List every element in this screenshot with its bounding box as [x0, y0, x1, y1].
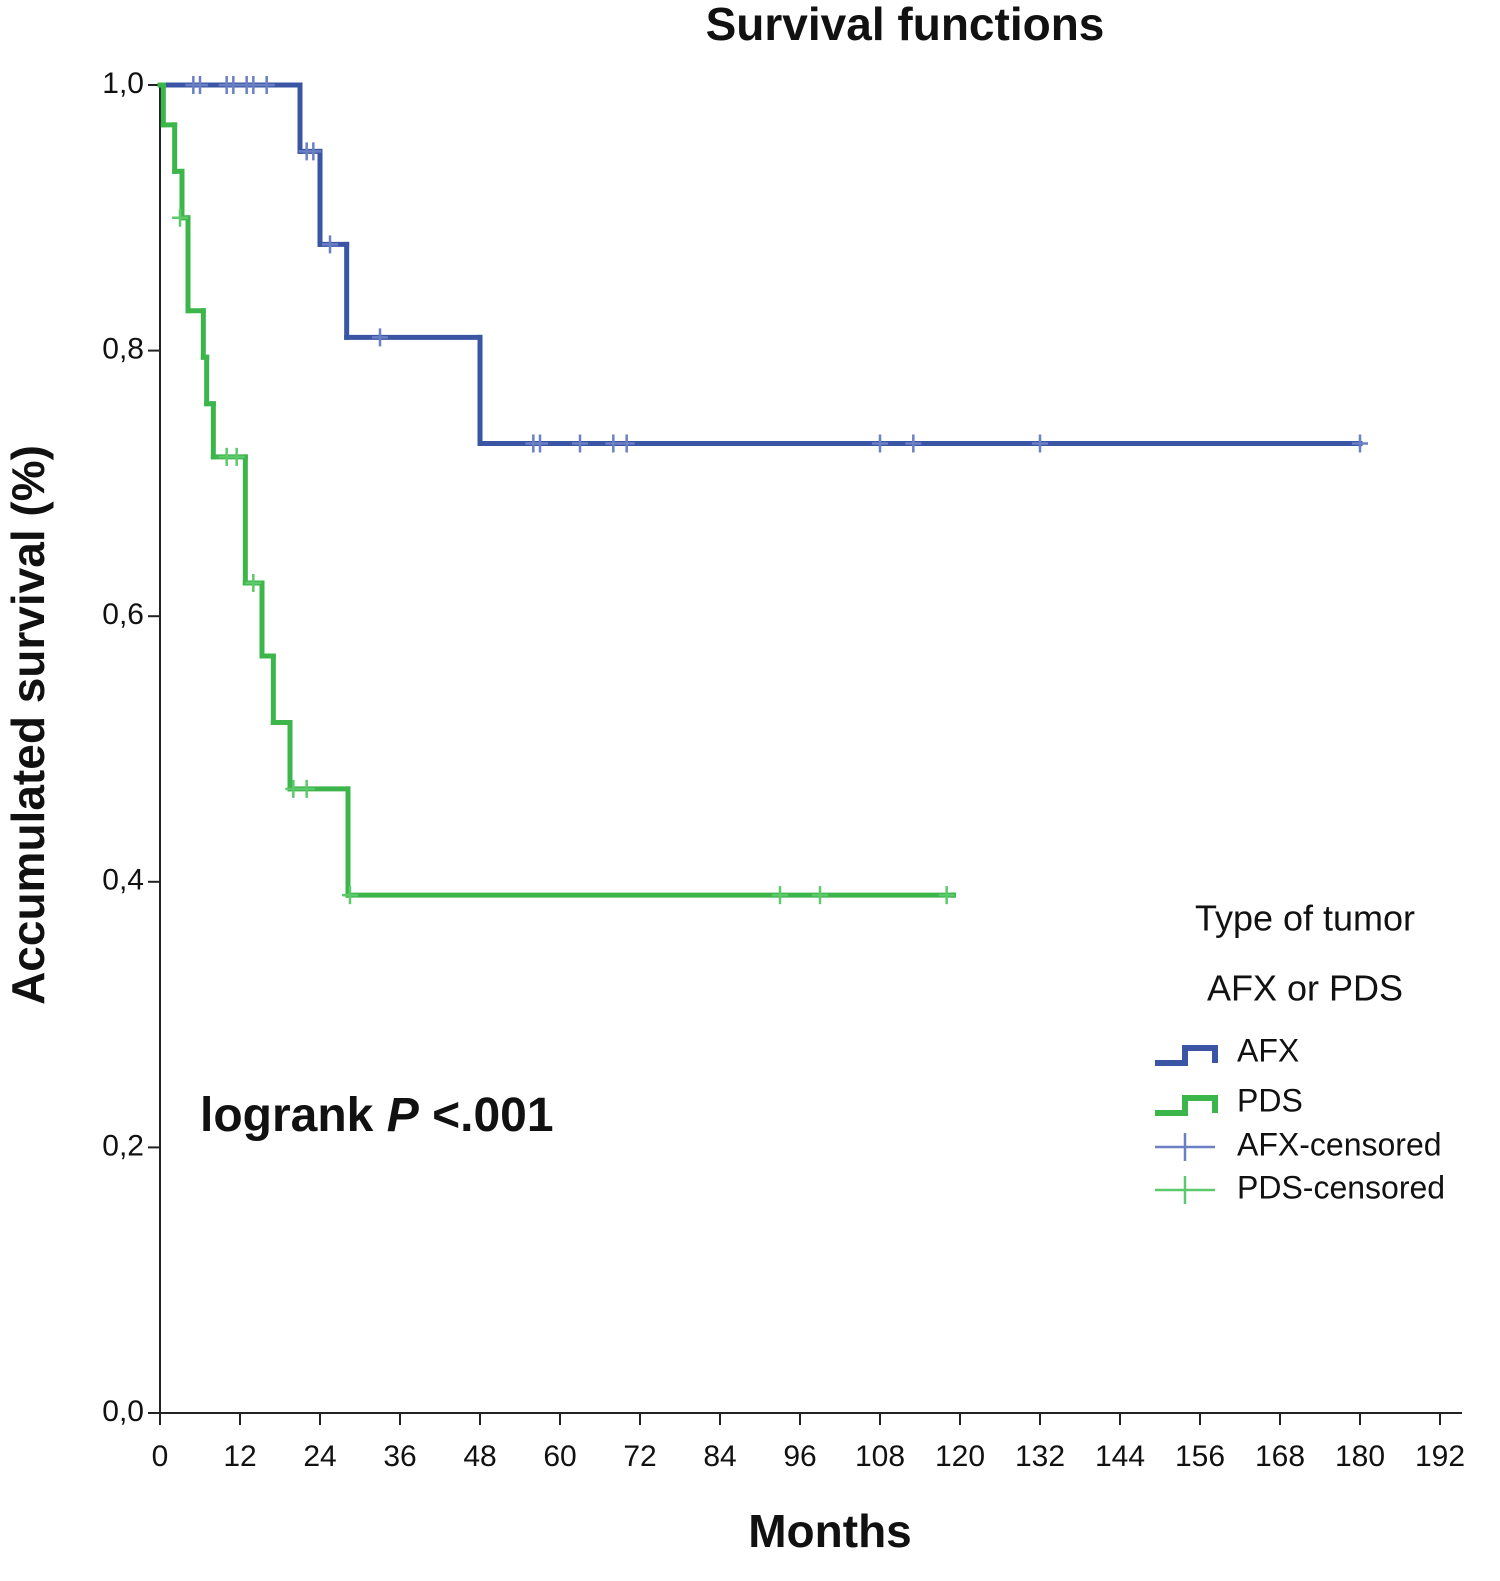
censor-mark [605, 434, 622, 453]
censor-mark [342, 886, 358, 905]
censor-mark [305, 142, 322, 161]
x-tick-label: 24 [303, 1440, 336, 1473]
y-tick-label: 0,2 [102, 1129, 144, 1162]
censor-mark [285, 779, 302, 798]
legend-label: AFX [1237, 1032, 1299, 1068]
y-tick-label: 1,0 [102, 67, 144, 100]
x-tick-label: 120 [935, 1440, 985, 1473]
x-tick-label: 72 [623, 1440, 656, 1473]
x-tick-label: 180 [1335, 1440, 1385, 1473]
x-tick-label: 156 [1175, 1440, 1225, 1473]
x-tick-label: 96 [783, 1440, 816, 1473]
censor-mark [938, 886, 955, 905]
x-tick-label: 192 [1415, 1440, 1465, 1473]
censor-mark [1352, 434, 1368, 453]
censor-mark [618, 434, 635, 453]
censor-mark [372, 328, 388, 347]
legend-label: PDS [1237, 1082, 1303, 1118]
x-tick-label: 144 [1095, 1440, 1145, 1473]
y-axis-label: Accumulated survival (%) [2, 445, 54, 1005]
legend-title: Type of tumor [1195, 898, 1415, 939]
chart-title: Survival functions [706, 0, 1105, 50]
legend-label: PDS-censored [1237, 1169, 1445, 1205]
censor-mark [245, 574, 262, 592]
y-tick-label: 0,0 [102, 1395, 144, 1428]
legend-label: AFX-censored [1237, 1126, 1442, 1162]
censor-mark [872, 434, 888, 453]
x-tick-label: 168 [1255, 1440, 1305, 1473]
legend-swatch [1155, 1133, 1215, 1161]
censor-mark [1032, 434, 1048, 453]
censor-mark [225, 76, 242, 94]
censor-mark [532, 434, 548, 453]
censor-mark [298, 779, 315, 798]
annotation-rest: <.001 [432, 1089, 553, 1142]
x-tick-label: 132 [1015, 1440, 1065, 1473]
censor-mark [812, 886, 828, 905]
y-tick-label: 0,4 [102, 864, 144, 897]
x-tick-label: 0 [152, 1440, 169, 1473]
y-tick-label: 0,8 [102, 333, 144, 366]
legend-swatch [1155, 1176, 1215, 1204]
censor-mark [192, 76, 208, 94]
censor-mark [322, 235, 338, 254]
censor-mark [172, 208, 188, 227]
censor-mark [245, 76, 262, 94]
legend-swatch [1155, 1095, 1218, 1116]
censor-mark [905, 434, 922, 453]
x-tick-label: 108 [855, 1440, 905, 1473]
x-tick-label: 36 [383, 1440, 416, 1473]
annotation-text: logrank [200, 1089, 374, 1142]
annotation-italic: P [387, 1089, 420, 1142]
legend-title: AFX or PDS [1207, 968, 1403, 1009]
x-tick-label: 48 [463, 1440, 496, 1473]
censor-mark [772, 886, 788, 905]
x-tick-label: 84 [703, 1440, 736, 1473]
x-tick-label: 12 [223, 1440, 256, 1473]
x-axis-label: Months [748, 1505, 912, 1557]
censor-mark [228, 447, 245, 466]
y-tick-label: 0,6 [102, 598, 144, 631]
censor-mark [258, 76, 275, 94]
legend-swatch [1155, 1045, 1218, 1066]
x-tick-label: 60 [543, 1440, 576, 1473]
annotation: logrank P <.001 [200, 1089, 554, 1142]
censor-mark [572, 434, 588, 453]
